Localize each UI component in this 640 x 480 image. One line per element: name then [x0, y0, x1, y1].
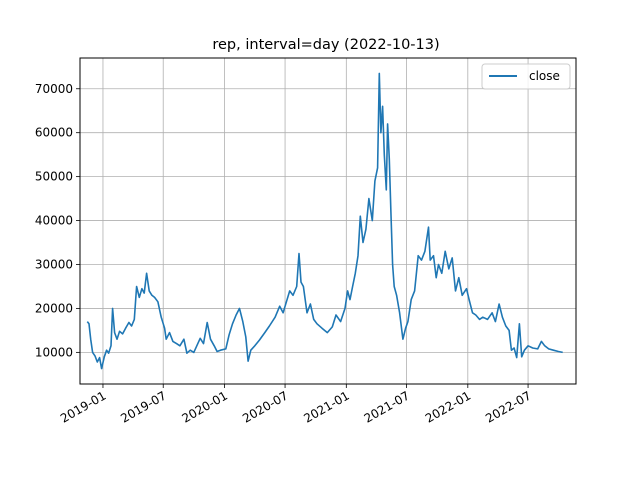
axes-frame — [79, 57, 577, 385]
y-tick-label: 50000 — [35, 170, 73, 184]
series-line-close — [86, 72, 563, 370]
y-tick-label: 60000 — [35, 126, 73, 140]
y-tick-label: 20000 — [35, 301, 73, 315]
legend: close — [481, 63, 571, 90]
plot-area — [80, 58, 576, 384]
legend-label-close: close — [529, 69, 560, 83]
series-layer — [86, 72, 563, 370]
legend-box — [481, 63, 571, 90]
y-tick-label: 30000 — [35, 257, 73, 271]
y-tick-label: 10000 — [35, 345, 73, 359]
y-axis: 10000 20000 30000 40000 50000 60000 70000 — [35, 82, 80, 359]
y-tick-label: 40000 — [35, 214, 73, 228]
chart-title: rep, interval=day (2022-10-13) — [212, 37, 439, 53]
y-tick-label: 70000 — [35, 82, 73, 96]
grid — [80, 58, 576, 384]
